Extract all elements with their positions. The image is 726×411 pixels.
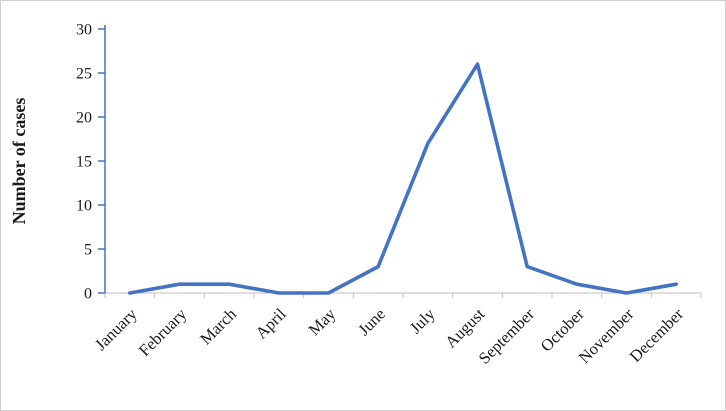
y-tick-label: 15 (76, 154, 92, 171)
y-tick-label: 25 (76, 66, 92, 83)
x-tick-label: December (626, 304, 688, 366)
x-tick-label: July (406, 304, 439, 337)
y-tick-label: 20 (76, 110, 92, 127)
x-tick-label: June (354, 304, 389, 339)
x-tick-label: August (441, 304, 488, 351)
y-tick-label: 0 (84, 286, 92, 303)
x-tick-label: March (196, 304, 240, 348)
y-axis-title: Number of cases (9, 98, 29, 225)
x-tick-label: November (575, 304, 638, 367)
y-tick-label: 30 (76, 22, 92, 39)
y-tick-label: 10 (76, 198, 92, 215)
x-tick-label: September (475, 304, 539, 368)
x-tick-label: May (305, 304, 340, 339)
x-tick-label: February (135, 304, 191, 360)
x-tick-label: April (252, 304, 290, 342)
data-line-number-of-cases (128, 62, 678, 295)
y-tick-label: 5 (84, 242, 92, 259)
